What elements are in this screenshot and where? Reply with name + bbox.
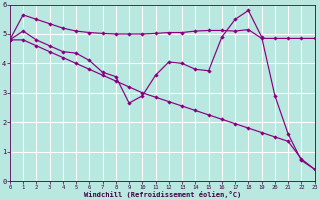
X-axis label: Windchill (Refroidissement éolien,°C): Windchill (Refroidissement éolien,°C) — [84, 191, 241, 198]
